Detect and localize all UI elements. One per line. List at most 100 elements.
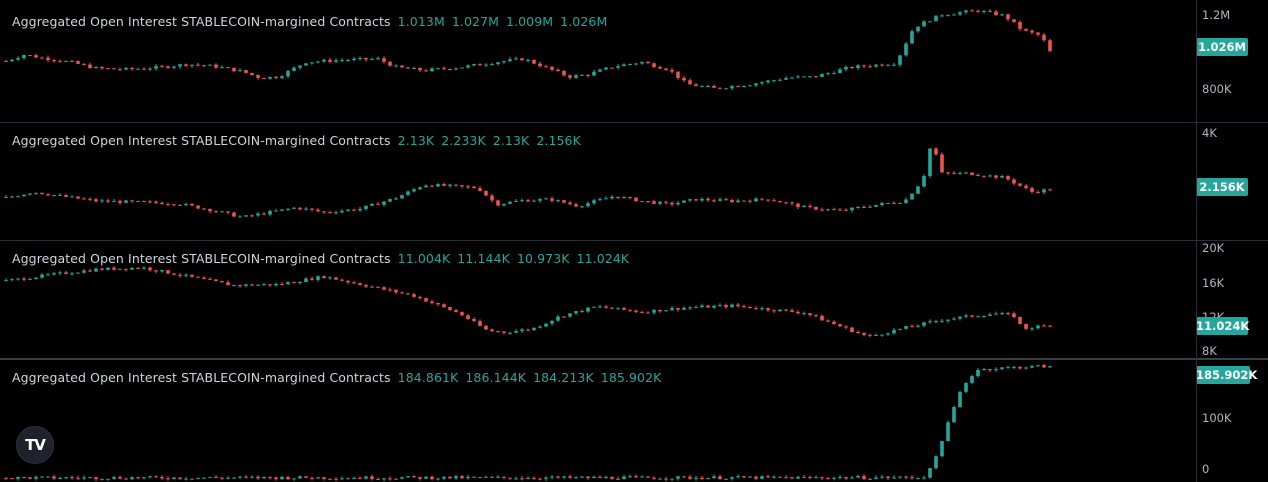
candle: [448, 476, 452, 479]
candle-body: [772, 476, 776, 478]
candle-body: [922, 175, 926, 187]
candle-body: [388, 478, 392, 480]
candle-body: [304, 63, 308, 66]
candle: [820, 207, 824, 212]
candle-body: [484, 64, 488, 66]
candle-body: [400, 65, 404, 68]
candle-body: [298, 476, 302, 479]
candle-body: [34, 192, 38, 194]
candle-body: [244, 70, 248, 73]
candle-body: [304, 476, 308, 478]
candle-body: [598, 306, 602, 308]
candle: [310, 276, 314, 281]
candle-body: [262, 284, 266, 286]
candle-body: [136, 477, 140, 479]
legend-pane-4: Aggregated Open Interest STABLECOIN-marg…: [12, 370, 661, 385]
candle: [160, 201, 164, 205]
candle-body: [658, 309, 662, 312]
candle: [814, 314, 818, 318]
candle: [382, 286, 386, 291]
candle-body: [580, 311, 584, 313]
candle-body: [100, 268, 104, 270]
candle: [520, 476, 524, 481]
candle-body: [856, 332, 860, 334]
candle: [454, 67, 458, 71]
candle-body: [562, 476, 566, 478]
candle-body: [922, 322, 926, 326]
candle: [772, 475, 776, 479]
pane-divider[interactable]: [0, 240, 1268, 241]
candle: [472, 476, 476, 478]
candle-body: [820, 477, 824, 479]
candle-body: [436, 184, 440, 187]
candle-body: [718, 199, 722, 201]
candle: [658, 201, 662, 206]
candle: [460, 67, 464, 69]
candle: [28, 477, 32, 480]
candle: [982, 315, 986, 318]
candle: [292, 281, 296, 284]
candle-body: [124, 268, 128, 270]
candle: [256, 284, 260, 286]
candle: [862, 332, 866, 337]
candle: [286, 208, 290, 212]
candle: [826, 72, 830, 76]
pane-divider[interactable]: [0, 358, 1268, 360]
candle: [832, 476, 836, 481]
candle: [130, 199, 134, 203]
candle: [172, 203, 176, 207]
candle-body: [970, 315, 974, 317]
candle: [502, 60, 506, 64]
chart-pane-1[interactable]: Aggregated Open Interest STABLECOIN-marg…: [0, 0, 1268, 122]
chart-pane-4[interactable]: Aggregated Open Interest STABLECOIN-marg…: [0, 360, 1268, 482]
candle-body: [904, 199, 908, 204]
chart-pane-3[interactable]: Aggregated Open Interest STABLECOIN-marg…: [0, 241, 1268, 358]
candle: [184, 63, 188, 68]
candle-body: [892, 477, 896, 479]
candle: [130, 267, 134, 271]
candle: [316, 208, 320, 213]
candle-body: [766, 476, 770, 478]
candle-body: [46, 57, 50, 61]
candle: [82, 63, 86, 66]
candle-body: [220, 211, 224, 213]
candle-body: [958, 172, 962, 174]
candle-body: [982, 369, 986, 371]
candle-body: [550, 476, 554, 478]
candle-body: [4, 196, 8, 198]
candle-body: [256, 213, 260, 216]
candle-body: [808, 76, 812, 78]
candle-body: [754, 308, 758, 310]
pane-divider[interactable]: [0, 122, 1268, 123]
candle: [790, 201, 794, 206]
candle-body: [244, 476, 248, 478]
candle: [256, 74, 260, 80]
candle: [292, 478, 296, 481]
candle-body: [148, 267, 152, 271]
legend-open: 2.13K: [397, 133, 435, 148]
candle: [220, 280, 224, 283]
candle: [262, 212, 266, 216]
candle-body: [118, 200, 122, 203]
candle-body: [262, 77, 266, 79]
candle: [502, 476, 506, 480]
candle: [28, 54, 32, 57]
candle-body: [340, 60, 344, 62]
chart-pane-2[interactable]: Aggregated Open Interest STABLECOIN-marg…: [0, 123, 1268, 240]
candle-body: [268, 210, 272, 215]
candle-body: [448, 476, 452, 479]
candle-body: [166, 270, 170, 274]
candle: [676, 307, 680, 312]
candle-body: [598, 69, 602, 72]
candle: [166, 65, 170, 69]
candle-body: [820, 315, 824, 321]
candle-body: [88, 477, 92, 479]
candle: [208, 277, 212, 280]
candle-body: [208, 477, 212, 479]
candle-body: [454, 184, 458, 186]
candle: [40, 192, 44, 195]
tradingview-logo-icon[interactable]: TV: [16, 426, 54, 464]
candle-body: [976, 316, 980, 318]
candle: [604, 196, 608, 200]
candle-body: [322, 59, 326, 62]
